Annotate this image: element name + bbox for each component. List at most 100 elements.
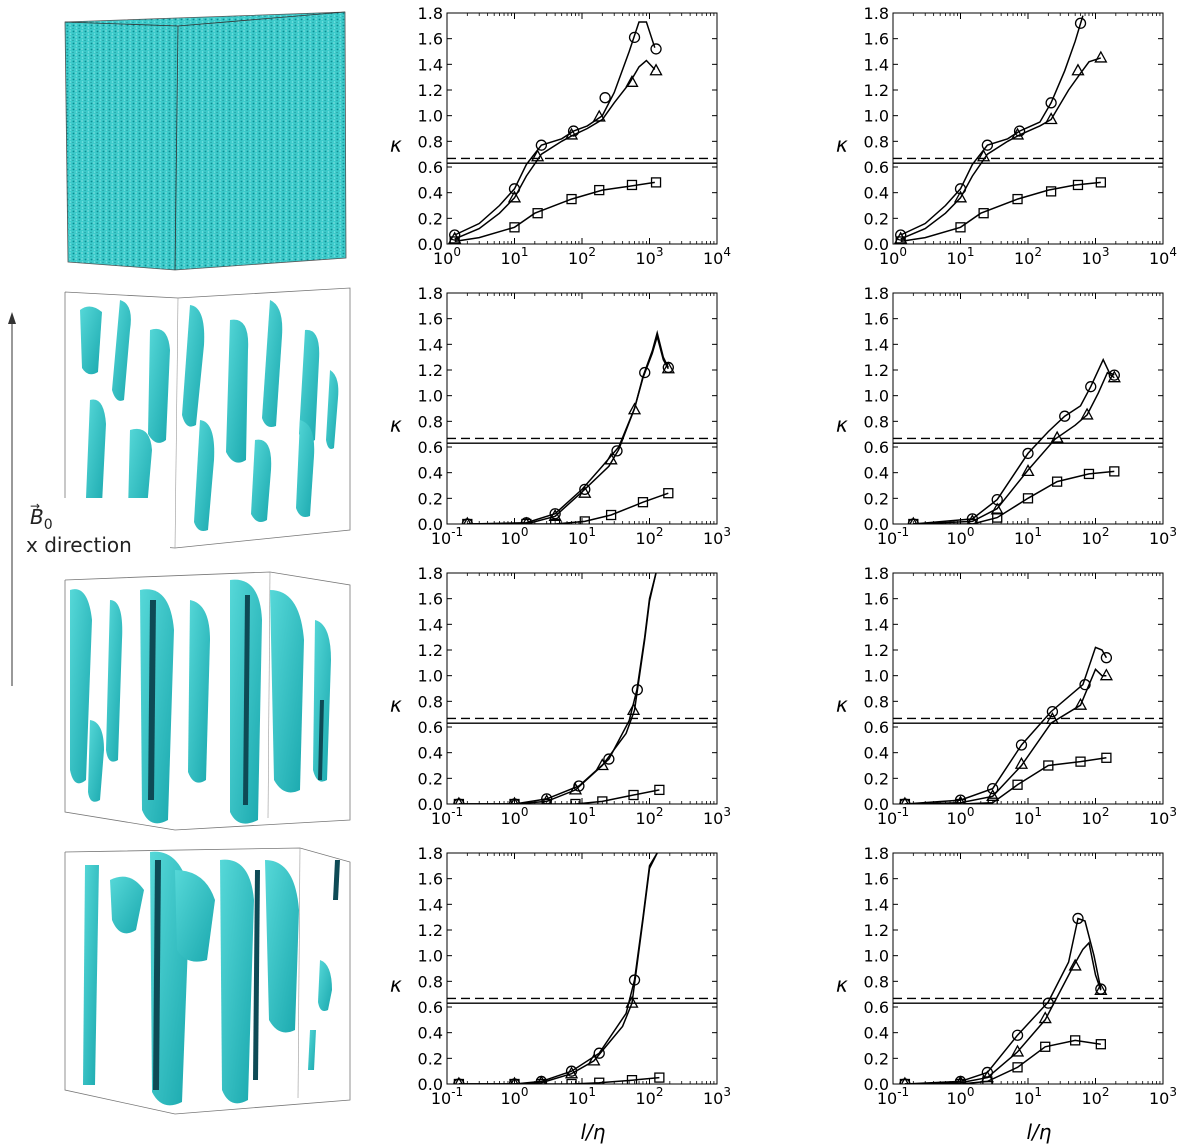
panel-r2-c1-ytick-label: 1.0	[418, 387, 443, 406]
panel-r1-c2-marker-circle	[1013, 125, 1026, 137]
panel-r2-c1-series	[461, 329, 675, 524]
panel-r1-c2-marker-triangle	[1044, 112, 1058, 125]
panel-r1-c1: 0.0 0.2 0.4 0.6 0.8 1.0 1.2 1.4 1.6 1.8 100 101 102 1…	[390, 4, 731, 268]
panel-r4-c1-marker-square	[594, 1077, 605, 1084]
panel-r3-c1-marker-square	[541, 798, 552, 804]
panel-r2-c2-marker-square	[992, 512, 1003, 523]
panel-r1-c2-marker-square	[1072, 179, 1084, 191]
panel-r1-c1-ytick-label: 1.6	[418, 30, 443, 49]
panel-r2-c1-marker-square	[663, 488, 674, 499]
panel-r3-c2-ytick-label: 0.6	[864, 718, 889, 737]
panel-r3-c2-marker-triangle	[986, 788, 1000, 801]
panel-r3-c2-marker-triangle	[1014, 756, 1029, 769]
panel-r1-c1-marker-triangle	[625, 74, 639, 87]
panel-r4-c1-marker-triangle	[625, 995, 639, 1008]
panel-r4-c1-xtick-label: 10-1	[431, 1085, 463, 1108]
panel-r3-c1-ytick-label: 0.4	[418, 744, 443, 763]
panel-r1-c2-frame	[892, 12, 1164, 245]
panel-r3-c2-marker-square	[1012, 779, 1023, 790]
panel-r1-c2-ytick-label: 1.8	[864, 4, 889, 23]
panel-r3-c1-ytick-label: 0.6	[418, 718, 443, 737]
panel-r1-c2: 0.0 0.2 0.4 0.6 0.8 1.0 1.2 1.4 1.6 1.8 100 101 102 1…	[836, 4, 1177, 268]
panel-r3-c1-line-triangle	[458, 573, 657, 804]
panel-r3-c2-ylabel: κ	[836, 693, 848, 717]
panel-r1-c2-xtick-label: 101	[947, 245, 975, 268]
panel-r4-c2-xtick-label: 101	[1014, 1085, 1042, 1108]
panel-r1-c1-ytick-label: 1.2	[418, 81, 443, 100]
panel-r1-c2-marker-square	[1045, 186, 1057, 197]
panel-r3-c1-ytick-label: 1.0	[418, 667, 443, 686]
panel-r2-c1-xtick-label: 100	[501, 525, 529, 548]
panel-r3-c1-series	[453, 573, 665, 804]
panel-r1-c1-ytick-label: 0.8	[418, 132, 443, 151]
panel-r1-c1-marker-circle	[650, 43, 662, 55]
panel-r1-c1-marker-circle	[599, 92, 611, 104]
panel-r1-c2-marker-square	[978, 208, 989, 219]
panel-r2-c1-ytick-label: 1.2	[418, 361, 443, 380]
panel-r3-c2-frame	[892, 572, 1164, 805]
panel-r4-c1-line-square	[458, 1076, 660, 1084]
panel-r1-c2-ylabel: κ	[836, 133, 848, 157]
panel-r1-c2-ytick-label: 0.8	[864, 132, 889, 151]
panel-r1-c1-xtick-label: 104	[703, 245, 731, 268]
panel-r4-c1-marker-square	[566, 1078, 577, 1084]
panel-r4-c2-ytick-label: 0.2	[864, 1049, 889, 1068]
b0-subscript: 0	[44, 517, 53, 533]
panel-r3-c2-xtick-label: 102	[1082, 805, 1110, 828]
panel-r2-c2-ytick-label: 1.8	[864, 284, 889, 303]
panel-r3-c2-marker-circle	[1046, 705, 1059, 718]
panel-r3-c2-ytick-label: 0.8	[864, 692, 889, 711]
panel-r4-c2-marker-square	[1040, 1041, 1051, 1052]
panel-r1-c1-ytick-label: 1.0	[418, 107, 443, 126]
panel-r2-c1-xtick-label: 103	[703, 525, 731, 548]
panel-r1-c2-ytick-label: 1.4	[864, 55, 889, 74]
panel-r4-c2-line-square	[904, 1039, 1101, 1084]
panel-r2-c1-ytick-label: 0.4	[418, 464, 443, 483]
panel-r3-c2-marker-triangle	[955, 795, 966, 804]
panel-r3-c2-line-square	[904, 757, 1107, 804]
panel-r4-c1-marker-square	[654, 1072, 665, 1083]
panel-r4-c1-marker-square	[453, 1078, 465, 1084]
panel-r3-c2-ytick-label: 0.4	[864, 744, 889, 763]
panel-r3-c1-ylabel: κ	[390, 693, 402, 717]
panel-r4-c1-ytick-label: 1.0	[418, 947, 443, 966]
panel-r2-c1-ytick-label: 0.0	[418, 515, 443, 534]
panel-r4-c2-line-triangle	[904, 941, 1102, 1084]
panel-r4-c2-frame	[892, 852, 1164, 1085]
panel-r4-c1-ytick-label: 0.2	[418, 1049, 443, 1068]
panel-r4-c2-ytick-label: 1.8	[864, 844, 889, 863]
panel-r1-c2-marker-circle	[981, 139, 994, 151]
panel-r1-c1-xtick-label: 102	[568, 245, 596, 268]
panel-r2-c2-xtick-label: 102	[1082, 525, 1110, 548]
panel-r4-c1-marker-circle	[593, 1047, 605, 1059]
panel-r4-c1-ytick-label: 0.6	[418, 998, 443, 1017]
panel-r2-c2-ytick-label: 0.4	[864, 464, 889, 483]
cube-image-row-2	[64, 287, 351, 549]
panel-r2-c1-marker-triangle	[578, 485, 592, 498]
panel-r3-c1-line-square	[458, 789, 660, 804]
panel-r2-c1-marker-circle	[639, 366, 651, 379]
panel-r4-c1-ytick-label: 0.8	[418, 972, 443, 991]
panel-r1-c1-marker-triangle	[448, 231, 462, 244]
panel-r3-c2-marker-square	[987, 797, 998, 804]
panel-r2-c1-ytick-label: 1.8	[418, 284, 443, 303]
panel-r1-c1-ytick-label: 0.4	[418, 184, 443, 203]
panel-r1-c1-ytick-label: 1.8	[418, 4, 443, 23]
panel-r1-c2-ytick-label: 0.0	[864, 235, 889, 254]
panel-r1-c1-marker-circle	[449, 229, 461, 241]
panel-r2-c1-marker-triangle	[661, 361, 675, 374]
panel-r1-c1-marker-triangle	[649, 63, 663, 76]
panel-r2-c1-marker-square	[605, 509, 617, 521]
panel-r3-c2-marker-square	[1043, 760, 1054, 771]
panel-r3-c1-xtick-label: 100	[501, 805, 529, 828]
panel-r2-c2-ytick-label: 1.6	[864, 310, 889, 329]
panel-r3-c1-ytick-label: 1.8	[418, 564, 443, 583]
panel-r4-c2-marker-triangle	[1094, 982, 1108, 995]
panel-r1-c2-marker-triangle	[1010, 127, 1025, 140]
panel-r1-c1-marker-square	[626, 179, 638, 191]
panel-r2-c1-line-triangle	[467, 333, 669, 524]
panel-r3-c2-ytick-label: 0.2	[864, 769, 889, 788]
panel-r1-c2-ytick-label: 0.4	[864, 184, 889, 203]
cube-image-row-1	[64, 11, 347, 271]
panel-r1-c1-ytick-label: 0.0	[418, 235, 443, 254]
